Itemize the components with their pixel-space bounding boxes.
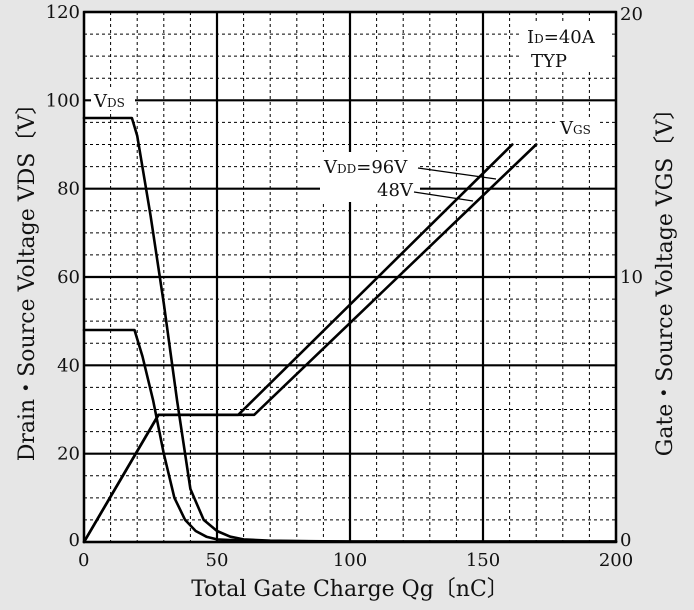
right-axis-title: Gate・Source Voltage VGS〔V〕 [653, 98, 678, 457]
y-right-tick-label: 20 [620, 4, 643, 25]
vdd-96-leader [417, 167, 497, 180]
vdd-48-leader [413, 191, 474, 202]
vdd-48-label: 48V [377, 180, 414, 201]
y-left-tick-label: 100 [46, 90, 80, 111]
condition-id-label: ID=40A [527, 27, 596, 48]
x-tick-label: 150 [466, 550, 500, 571]
y-right-tick-label: 0 [620, 530, 631, 551]
series-line-4 [82, 143, 514, 544]
y-left-tick-label: 40 [57, 355, 80, 376]
x-tick-label: 200 [599, 550, 633, 571]
grid [82, 10, 618, 544]
y-left-tick-label: 60 [57, 267, 80, 288]
vgs-label-bg [556, 118, 600, 140]
vdd-label-bg [320, 152, 420, 202]
x-tick-label: 100 [333, 550, 367, 571]
vds-label-bg [91, 90, 135, 110]
x-tick-label: 50 [206, 550, 229, 571]
y-left-tick-label: 20 [57, 444, 80, 465]
condition-typ-label: TYP [531, 51, 567, 72]
series-line-2 [82, 328, 618, 543]
vds-label: VDS [93, 91, 125, 112]
left-axis-title: Drain・Source Voltage VDS〔V〕 [15, 93, 40, 462]
y-left-tick-label: 0 [69, 530, 80, 551]
vdd-96-label: VDD=96V [323, 157, 408, 178]
curves [82, 116, 618, 544]
y-left-tick-label: 120 [46, 2, 80, 23]
x-axis-title: Total Gate Charge Qg〔nC〕 [191, 577, 509, 602]
y-left-tick-label: 80 [57, 179, 80, 200]
x-tick-label: 0 [78, 550, 89, 571]
y-right-tick-label: 10 [620, 267, 643, 288]
condition-label-bg [520, 22, 610, 72]
vgs-label: VGS [559, 118, 591, 139]
